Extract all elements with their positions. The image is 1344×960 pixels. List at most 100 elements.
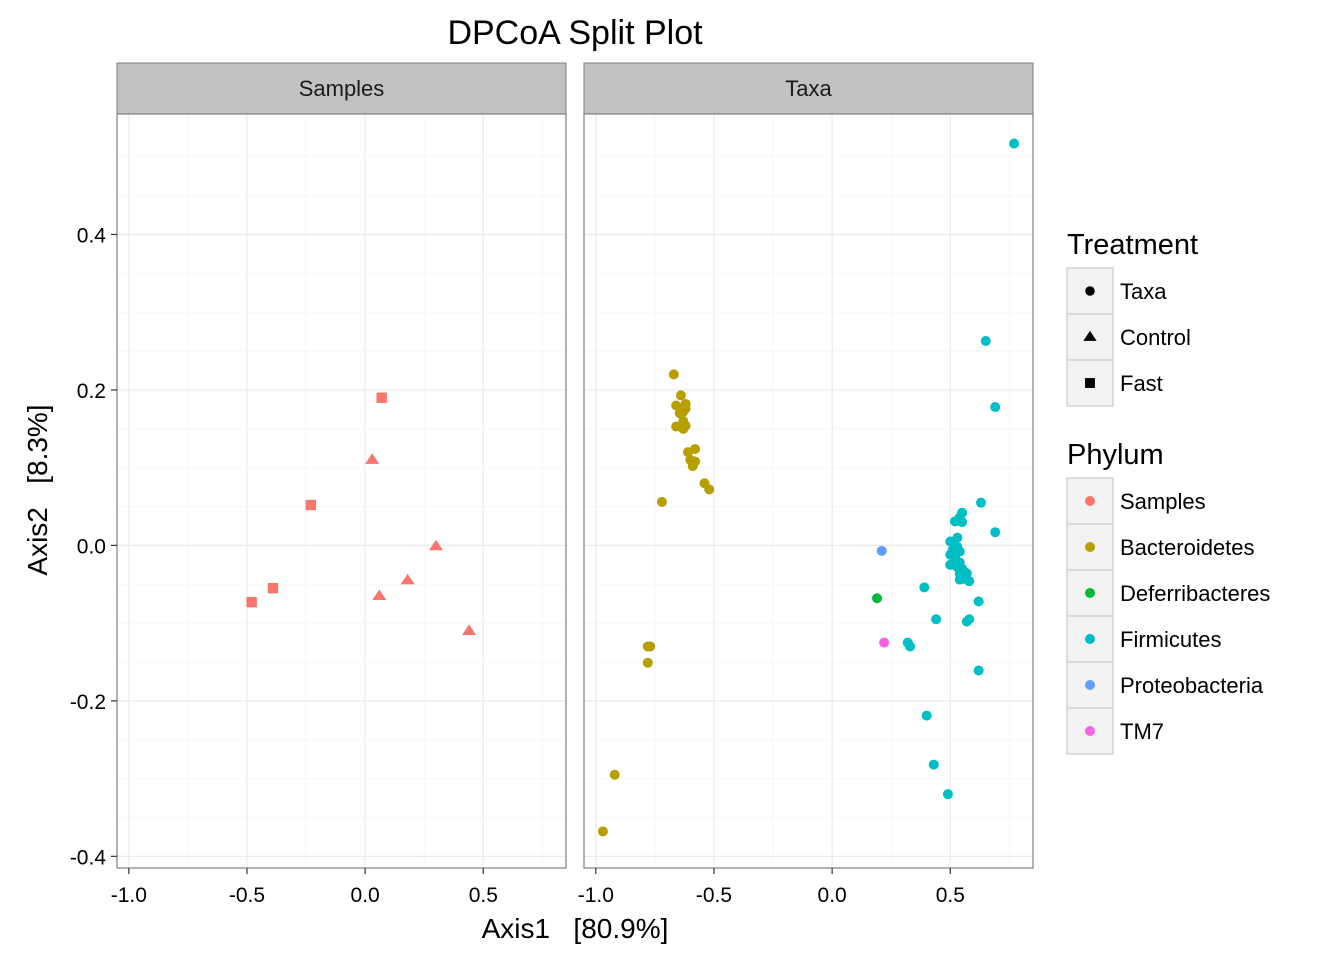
legend-color-bacteroidetes: [1085, 542, 1095, 552]
point-firmicutes-taxa: [1009, 138, 1020, 149]
point-bacteroidetes-taxa: [642, 641, 653, 652]
point-firmicutes-taxa: [931, 614, 942, 625]
x-tick-label: 0.5: [936, 884, 965, 907]
legend-title: Phylum: [1067, 439, 1164, 471]
point-firmicutes-taxa: [954, 574, 965, 585]
point-samples-fast: [267, 582, 279, 594]
point-bacteroidetes-taxa: [674, 408, 685, 419]
x-tick-label: -0.5: [696, 884, 732, 907]
panel-border: [116, 113, 567, 869]
point-firmicutes-taxa: [919, 582, 930, 593]
point-samples-control: [400, 573, 415, 585]
legend-entry: Samples: [1066, 477, 1206, 525]
y-tick-label: -0.4: [70, 846, 107, 869]
point-samples-fast: [305, 499, 316, 511]
legend-label: Taxa: [1120, 279, 1167, 304]
point-firmicutes-taxa: [921, 710, 932, 721]
point-firmicutes-taxa: [990, 527, 1001, 538]
legend-entry: Taxa: [1066, 267, 1167, 315]
point-firmicutes-taxa: [957, 517, 968, 528]
legend-shape-fast: [1085, 378, 1095, 388]
y-tick-label: 0.2: [77, 380, 106, 403]
point-bacteroidetes-taxa: [687, 461, 698, 472]
x-tick-label: -0.5: [229, 884, 265, 907]
point-firmicutes-taxa: [942, 789, 953, 800]
point-firmicutes-taxa: [990, 402, 1001, 413]
x-axis-label: Axis1 [80.9%]: [482, 913, 669, 944]
legend-label: Proteobacteria: [1120, 673, 1264, 698]
legend-color-tm7: [1085, 726, 1095, 736]
chart-title: DPCoA Split Plot: [447, 14, 703, 52]
legend-entry: Fast: [1066, 359, 1163, 407]
legend-entry: Firmicutes: [1066, 615, 1221, 663]
point-bacteroidetes-taxa: [656, 496, 667, 507]
facet-strip: [116, 62, 567, 115]
y-tick-label: 0.0: [77, 535, 106, 558]
legend-label: Samples: [1120, 489, 1206, 514]
point-samples-control: [372, 589, 387, 600]
legend-label: Control: [1120, 325, 1191, 350]
points: [246, 392, 477, 635]
legend-entry: Control: [1066, 313, 1191, 361]
point-tm7-taxa: [879, 637, 890, 648]
legend-color-firmicutes: [1085, 634, 1095, 644]
point-bacteroidetes-taxa: [597, 826, 608, 837]
x-axis: -1.0 -0.5 0.0 0.5 -1.0 -0.5 0.0 0.5: [111, 868, 965, 907]
facet-strip-label: Taxa: [785, 76, 832, 101]
point-firmicutes-taxa: [973, 665, 984, 676]
point-samples-control: [462, 624, 477, 635]
legend-label: Firmicutes: [1120, 627, 1221, 652]
legend-color-deferribacteres: [1085, 588, 1095, 598]
point-bacteroidetes-taxa: [642, 657, 653, 668]
x-tick-label: 0.0: [818, 884, 847, 907]
y-tick-label: -0.2: [70, 691, 106, 714]
point-proteobacteria-taxa: [876, 545, 887, 556]
facet-strip: [583, 62, 1034, 115]
legend-title: Treatment: [1067, 229, 1198, 261]
point-bacteroidetes-taxa: [671, 400, 682, 411]
point-firmicutes-taxa: [976, 497, 987, 508]
point-samples-fast: [376, 392, 387, 403]
x-tick-label: -1.0: [111, 884, 147, 907]
point-bacteroidetes-taxa: [675, 390, 686, 401]
facet-panels: Samples Taxa: [116, 62, 1034, 869]
point-deferribacteres-taxa: [872, 593, 883, 604]
point-firmicutes-taxa: [973, 596, 984, 607]
x-tick-label: 0.5: [469, 884, 498, 907]
legend-label: Deferribacteres: [1120, 581, 1270, 606]
point-firmicutes-taxa: [980, 335, 991, 346]
panel-taxa: Taxa: [583, 62, 1034, 869]
x-tick-label: 0.0: [351, 884, 380, 907]
point-samples-fast: [246, 596, 257, 608]
legend-entry: Deferribacteres: [1066, 569, 1270, 617]
points: [597, 138, 1020, 837]
grid: [117, 114, 566, 868]
legend-shape-control: [1083, 330, 1097, 341]
legend-label: Bacteroidetes: [1120, 535, 1255, 560]
point-bacteroidetes-taxa: [609, 769, 620, 780]
legend-color-proteobacteria: [1085, 680, 1095, 690]
point-firmicutes-taxa: [964, 576, 975, 587]
point-bacteroidetes-taxa: [682, 447, 693, 458]
phylum-legend: Phylum Samples Bacteroidetes Deferribactere…: [1066, 439, 1270, 755]
point-bacteroidetes-taxa: [678, 423, 689, 434]
x-tick-label: -1.0: [578, 884, 614, 907]
legend-shape-taxa: [1085, 286, 1095, 296]
y-axis: -0.4 -0.2 0.0 0.2 0.4: [70, 224, 117, 869]
legend-entry: TM7: [1066, 707, 1164, 755]
point-samples-control: [365, 453, 380, 464]
point-samples-control: [429, 539, 444, 551]
point-firmicutes-taxa: [928, 759, 939, 770]
panel-samples: Samples: [116, 62, 567, 869]
legend-color-samples: [1085, 496, 1095, 506]
point-bacteroidetes-taxa: [668, 369, 679, 380]
legend-entry: Bacteroidetes: [1066, 523, 1255, 571]
legend: Treatment Taxa Control Fast Phylum Samples Bac…: [1066, 229, 1270, 755]
point-bacteroidetes-taxa: [704, 484, 715, 495]
treatment-legend: Treatment Taxa Control Fast: [1066, 229, 1198, 407]
legend-label: TM7: [1120, 719, 1164, 744]
y-axis-label: Axis2 [8.3%]: [22, 404, 53, 575]
legend-entry: Proteobacteria: [1066, 661, 1264, 709]
point-firmicutes-taxa: [905, 641, 916, 652]
